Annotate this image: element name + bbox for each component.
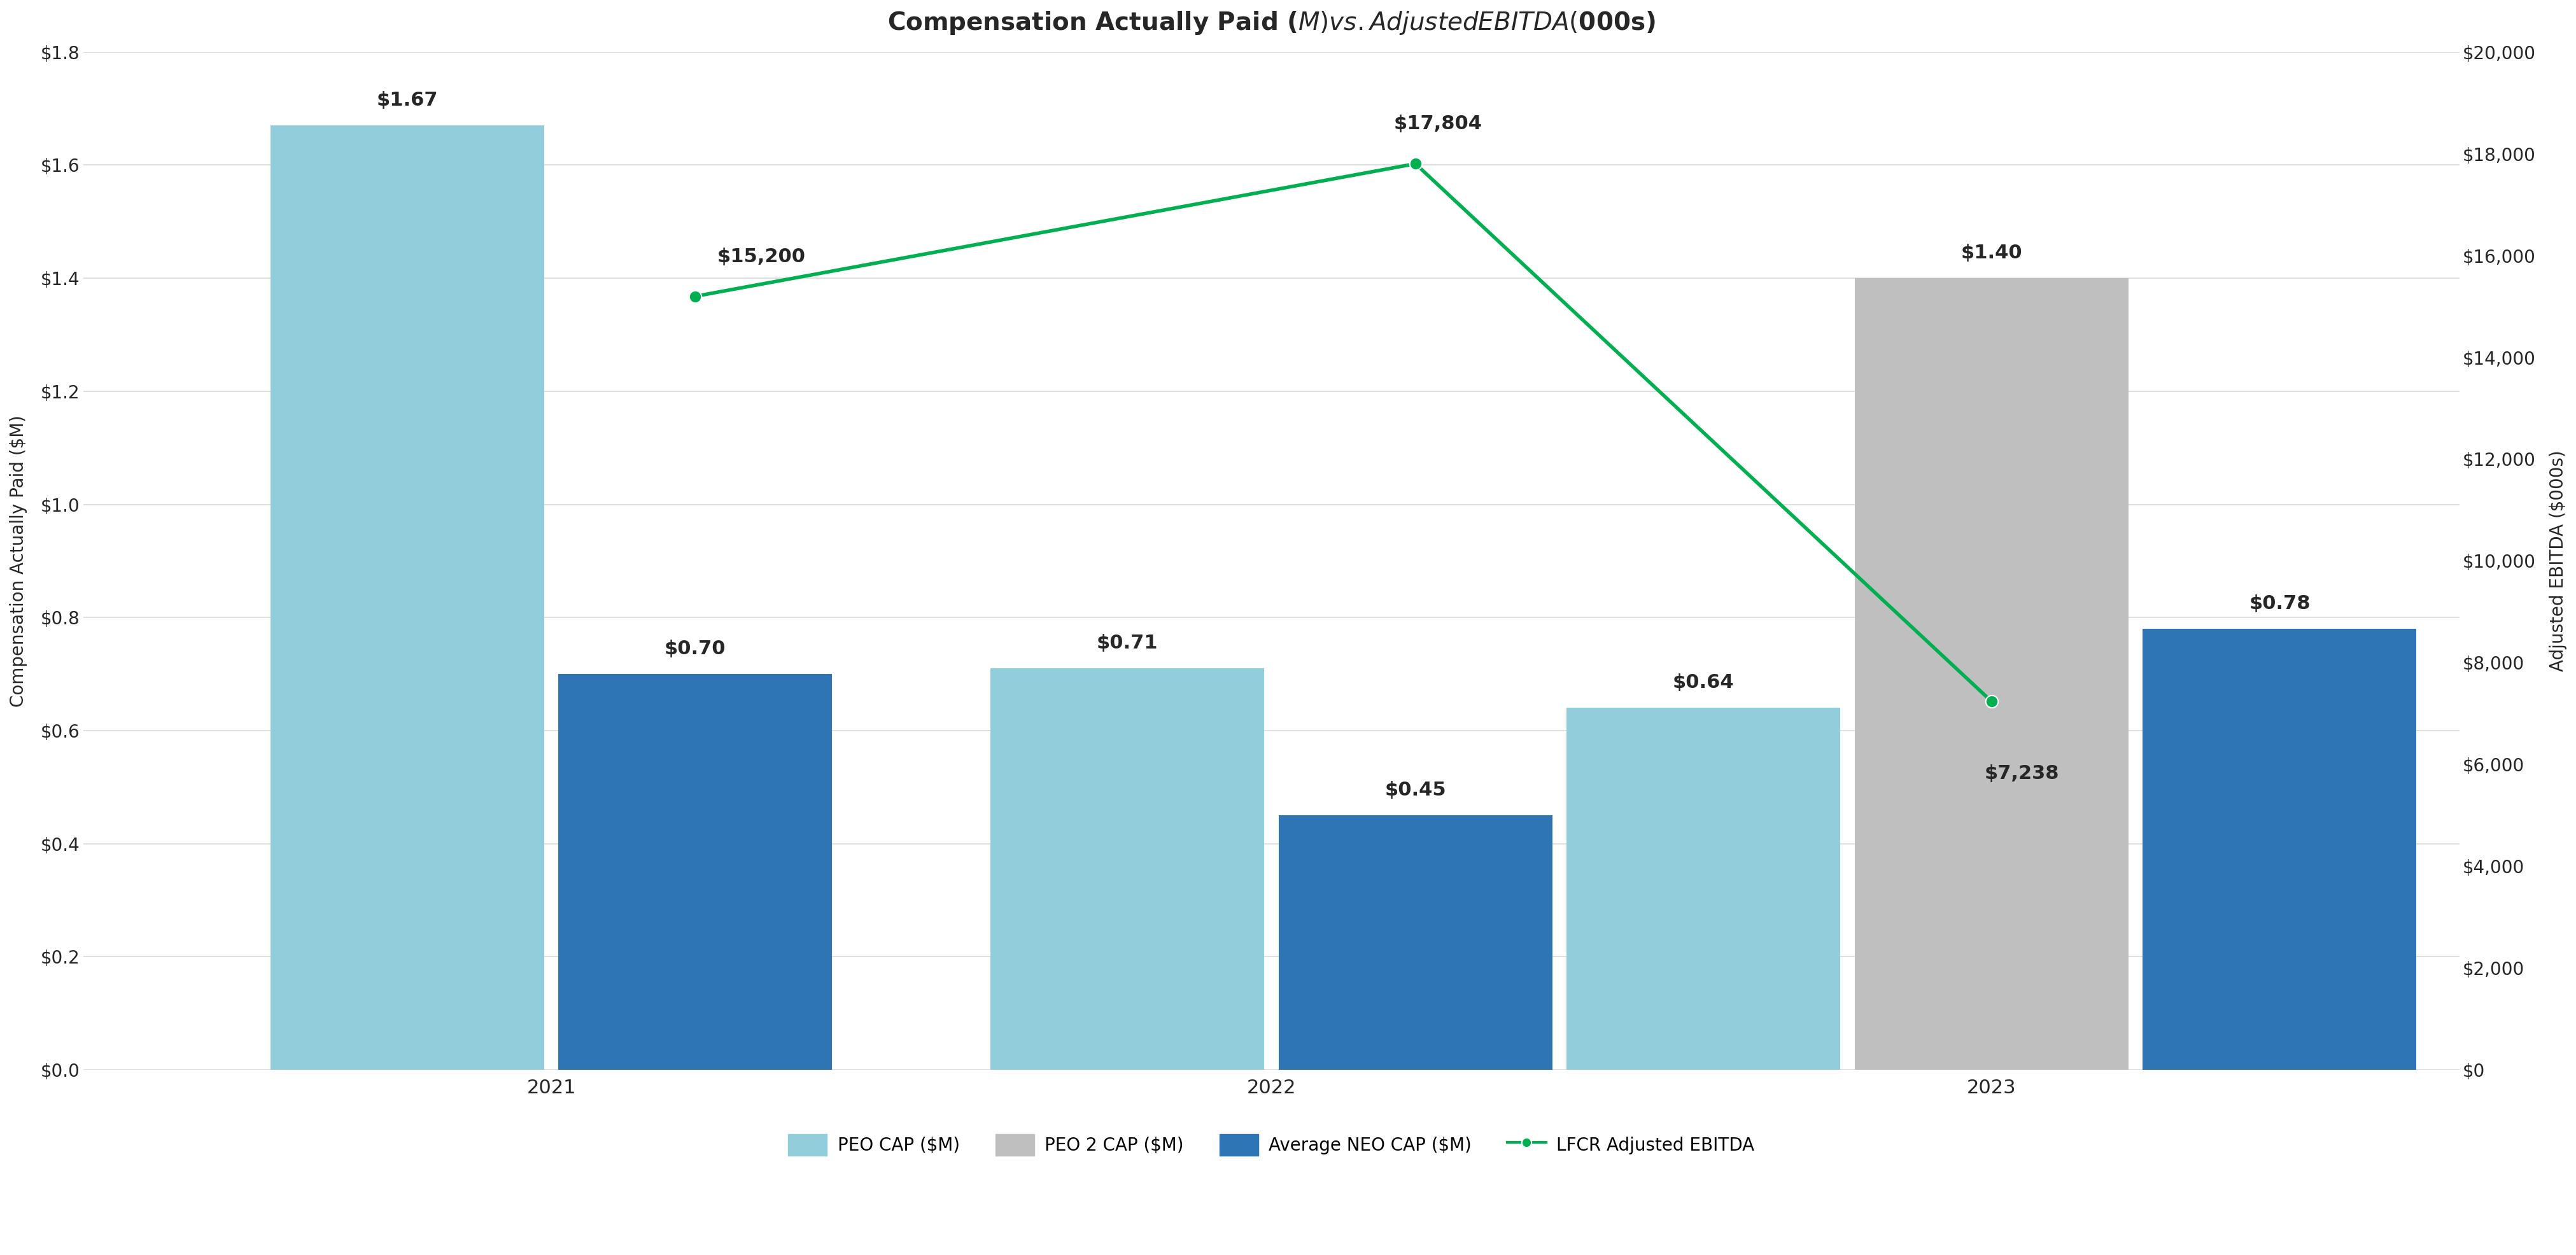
Title: Compensation Actually Paid ($M) vs. Adjusted EBITDA ($000s): Compensation Actually Paid ($M) vs. Adju… <box>886 10 1654 36</box>
Text: $1.40: $1.40 <box>1960 243 2022 262</box>
Text: $7,238: $7,238 <box>1984 764 2058 783</box>
Bar <box>1855 279 2128 1069</box>
Bar <box>559 674 832 1069</box>
Text: $1.67: $1.67 <box>376 92 438 109</box>
Y-axis label: Adjusted EBITDA ($000s): Adjusted EBITDA ($000s) <box>2548 451 2566 671</box>
Legend: PEO CAP ($M), PEO 2 CAP ($M), Average NEO CAP ($M), LFCR Adjusted EBITDA: PEO CAP ($M), PEO 2 CAP ($M), Average NE… <box>781 1127 1762 1162</box>
Text: $0.45: $0.45 <box>1383 781 1445 799</box>
Text: $0.78: $0.78 <box>2249 595 2311 612</box>
Bar <box>2143 629 2416 1069</box>
Text: $15,200: $15,200 <box>716 247 806 266</box>
Text: $0.70: $0.70 <box>665 640 726 658</box>
Bar <box>1278 816 1551 1069</box>
Text: $0.71: $0.71 <box>1097 634 1157 653</box>
Bar <box>989 669 1265 1069</box>
Bar <box>1566 708 1839 1069</box>
Bar <box>270 126 544 1069</box>
Y-axis label: Compensation Actually Paid ($M): Compensation Actually Paid ($M) <box>10 415 28 707</box>
Text: $17,804: $17,804 <box>1394 114 1481 133</box>
Text: $0.64: $0.64 <box>1672 674 1734 692</box>
